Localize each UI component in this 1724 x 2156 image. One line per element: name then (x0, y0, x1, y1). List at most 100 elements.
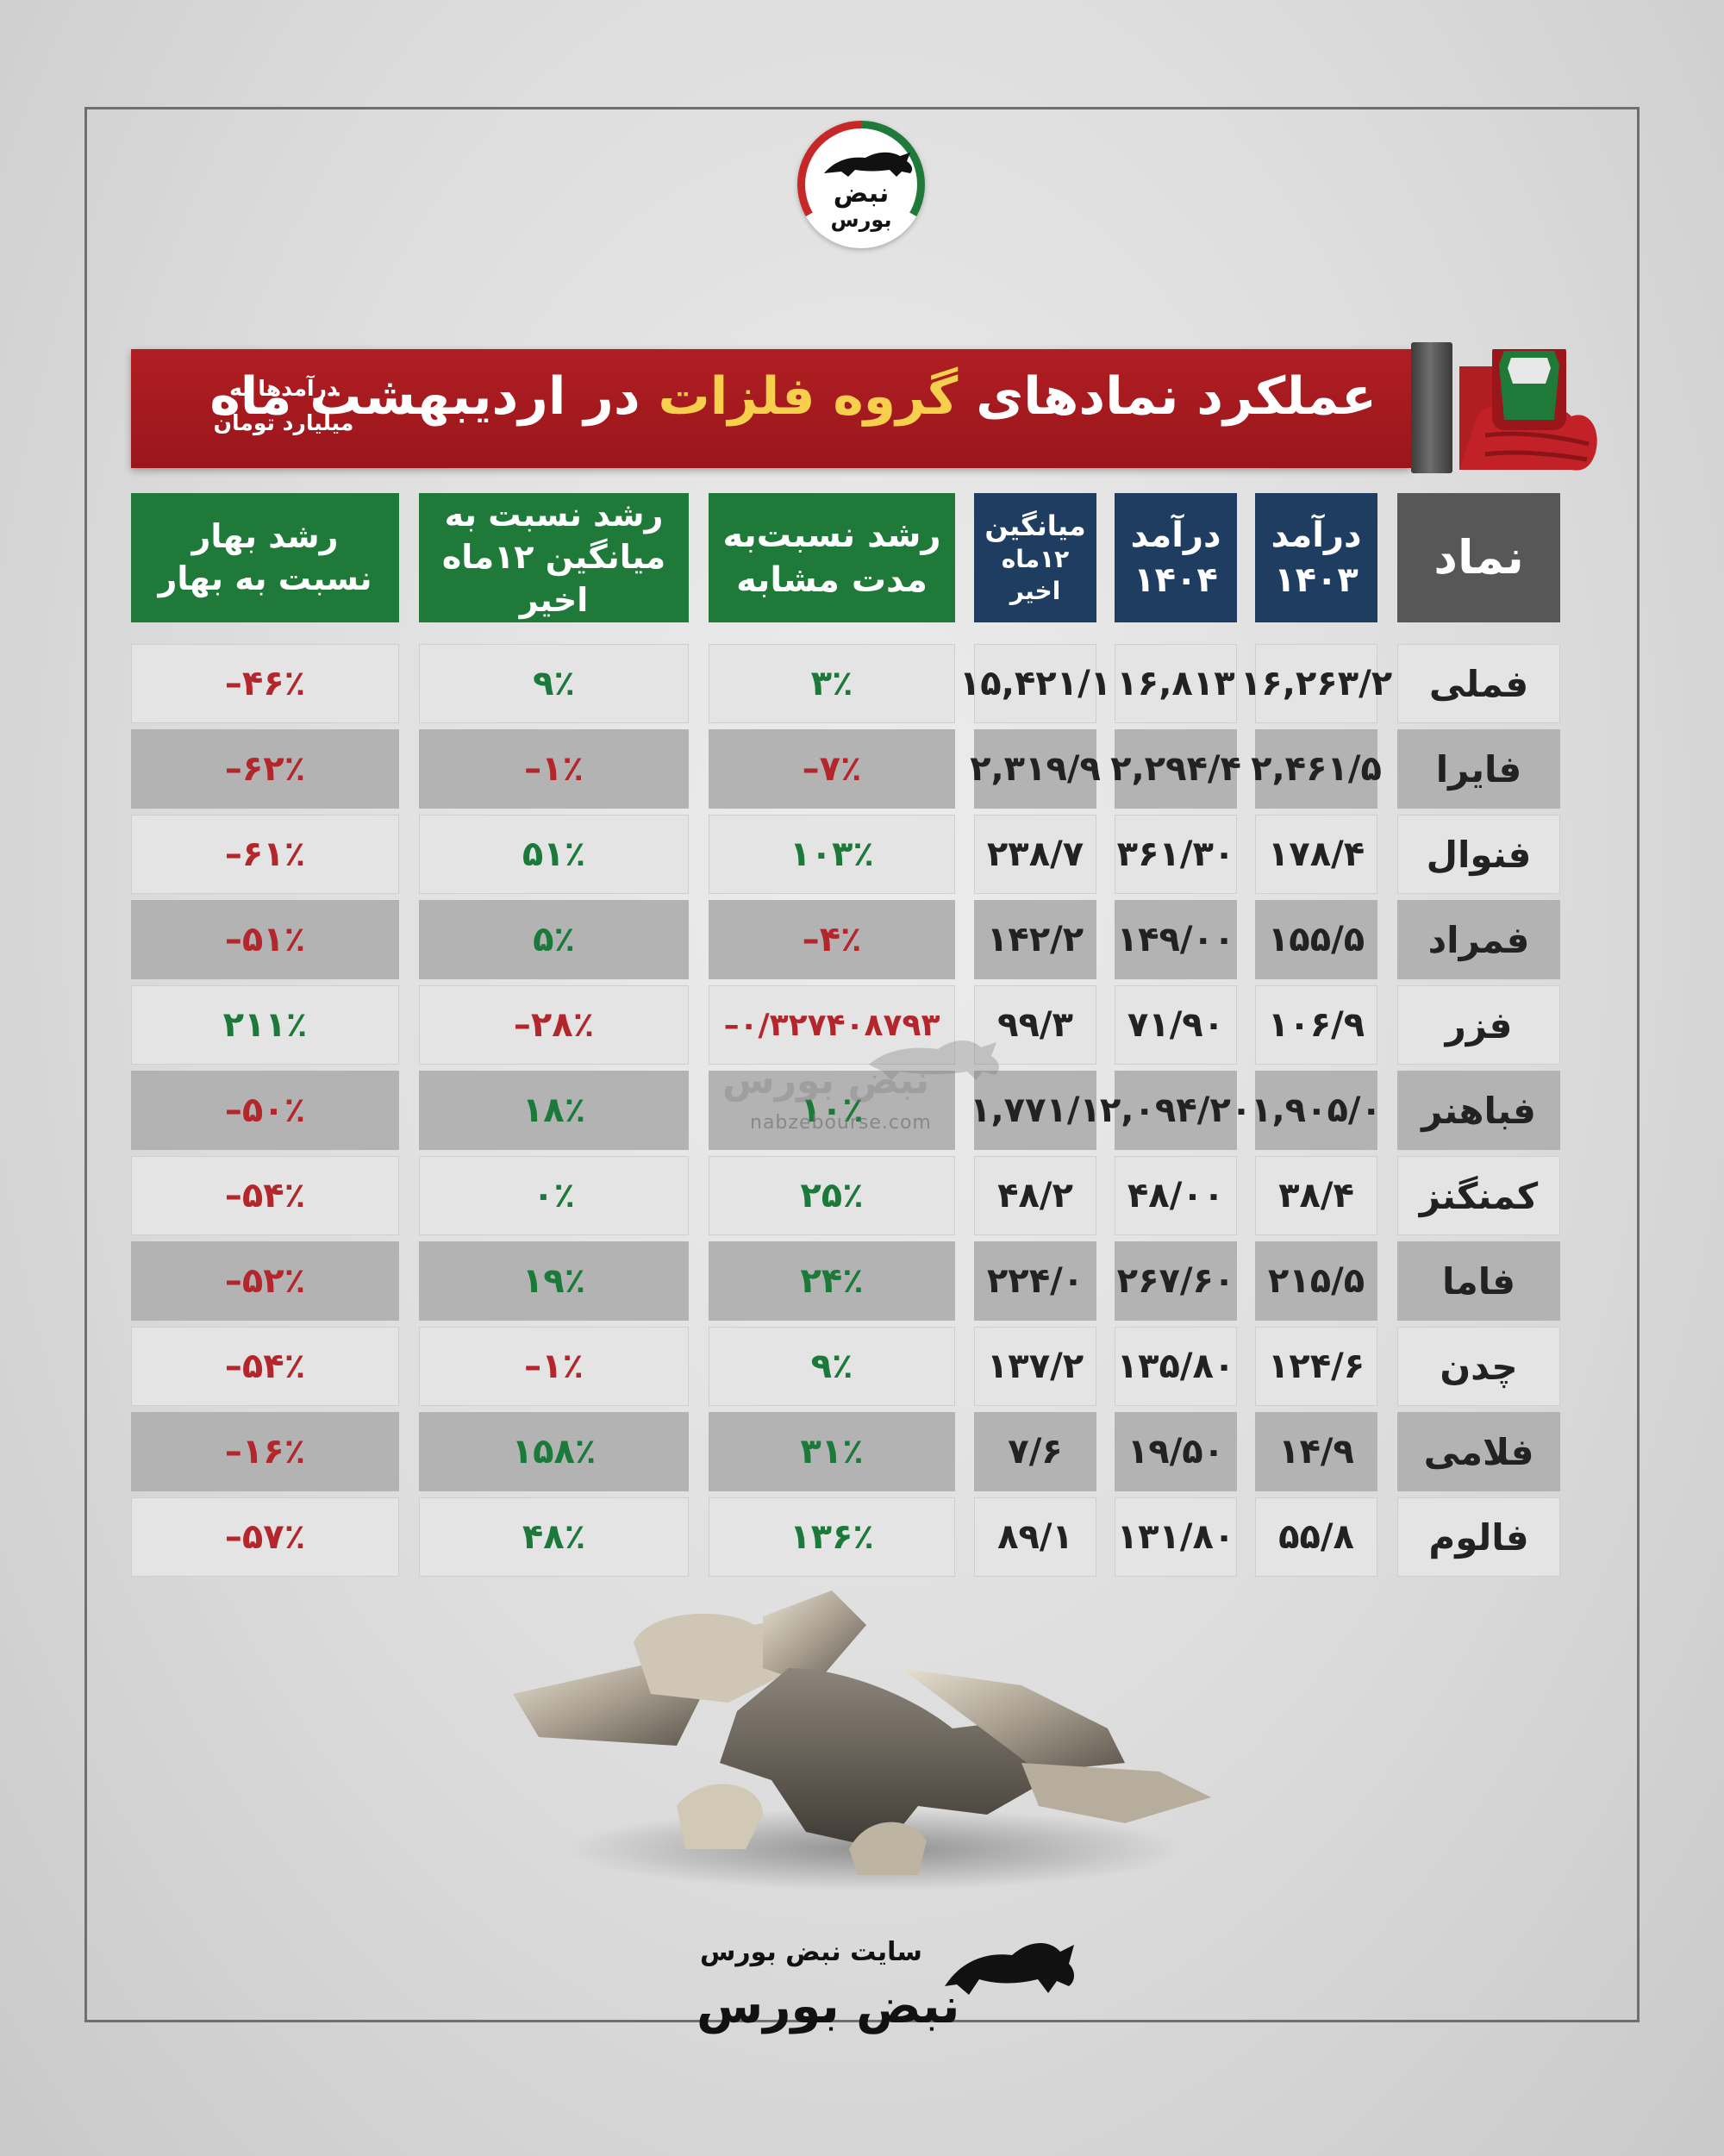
symbol-cell: فمراد (1397, 900, 1560, 979)
symbol-cell: فالوم (1397, 1497, 1560, 1577)
rev1403-cell: ۱۲۴/۶ (1255, 1327, 1377, 1406)
bull-icon (824, 152, 913, 177)
g-avg-cell: ۵٪ (419, 900, 689, 979)
header-revenue-1403: درآمد ۱۴۰۳ (1255, 493, 1377, 622)
g-avg-cell: –۱٪ (419, 729, 689, 809)
g-spring-cell: –۶۲٪ (131, 729, 399, 809)
g-same-cell: ۱۰٪ (709, 1071, 955, 1150)
header-growth-spring: رشد بهار نسبت به بهار (131, 493, 399, 622)
g-spring-cell: –۵۲٪ (131, 1241, 399, 1321)
g-same-cell: ۹٪ (709, 1327, 955, 1406)
unit-note: درآمدها به میلیارد تومان (176, 372, 391, 441)
rev1403-cell: ۳۸/۴ (1255, 1156, 1377, 1235)
header-rev1403-l1: درآمد (1271, 516, 1362, 555)
footer-brand-name: نبض بورس (696, 1978, 960, 2034)
fist-holding-sign-icon (1459, 349, 1597, 471)
g-avg-cell: ۴۸٪ (419, 1497, 689, 1577)
rev1403-cell: ۲۱۵/۵ (1255, 1241, 1377, 1321)
header-symbol-label: نماد (1434, 529, 1524, 584)
header-rev1403-l2: ۱۴۰۳ (1274, 560, 1359, 600)
rev1404-cell: ۷۱/۹۰ (1115, 985, 1237, 1065)
bull-icon (945, 1942, 1074, 1995)
rev1403-cell: ۱۵۵/۵ (1255, 900, 1377, 979)
rev1403-cell: ۱۷۸/۴ (1255, 815, 1377, 894)
logo-line1: نبض (833, 178, 890, 209)
sleeve-cuff (1411, 342, 1452, 473)
watermark-text: نبض بورس (722, 1059, 929, 1103)
g-spring-cell: –۵۷٪ (131, 1497, 399, 1577)
rev1403-cell: ۱,۹۰۵/۰ (1251, 1071, 1382, 1150)
avg-cell: ۴۸/۲ (974, 1156, 1096, 1235)
g-avg-cell: –۱٪ (419, 1327, 689, 1406)
header-avg-l1: میانگین (984, 509, 1086, 542)
page-title: عملکرد نمادهای گروه فلزات در اردیبهشت ما… (209, 366, 1377, 427)
rev1404-cell: ۲۶۷/۶۰ (1115, 1241, 1237, 1321)
rev1404-cell: ۱۴۹/۰۰ (1115, 900, 1237, 979)
content-frame (84, 107, 1640, 2022)
symbol-cell: فباهنر (1397, 1071, 1560, 1150)
g-avg-cell: ۱۹٪ (419, 1241, 689, 1321)
header-gsame-l2: مدت مشابه (736, 560, 928, 600)
g-same-cell: ۱۰۳٪ (709, 815, 955, 894)
g-spring-cell: –۵۴٪ (131, 1156, 399, 1235)
symbol-cell: فاما (1397, 1241, 1560, 1321)
g-spring-cell: –۶۱٪ (131, 815, 399, 894)
symbol-cell: فزر (1397, 985, 1560, 1065)
g-spring-cell: –۱۶٪ (131, 1412, 399, 1491)
g-avg-cell: ۹٪ (419, 644, 689, 723)
g-same-cell: ۳۱٪ (709, 1412, 955, 1491)
rev1404-cell: ۱۳۵/۸۰ (1115, 1327, 1237, 1406)
unit-note-line1: درآمدها به (229, 376, 338, 401)
avg-cell: ۲۲۴/۰ (974, 1241, 1096, 1321)
title-banner: عملکرد نمادهای گروه فلزات در اردیبهشت ما… (131, 349, 1411, 468)
header-gspring-l1: رشد بهار (191, 516, 339, 555)
g-same-cell: ۲۴٪ (709, 1241, 955, 1321)
rev1403-cell: ۱۴/۹ (1255, 1412, 1377, 1491)
rev1404-cell: ۱۶,۸۱۳ (1115, 644, 1237, 723)
header-gavg-l2: میانگین ۱۲ماه اخیر (441, 538, 666, 619)
avg-cell: ۲,۳۱۹/۹ (970, 729, 1101, 809)
symbol-cell: فلامی (1397, 1412, 1560, 1491)
avg-cell: ۷/۶ (974, 1412, 1096, 1491)
rev1404-cell: ۲,۲۹۴/۴ (1110, 729, 1241, 809)
rev1403-cell: ۵۵/۸ (1255, 1497, 1377, 1577)
header-gavg-l1: رشد نسبت به (444, 495, 664, 534)
header-rev1404-l2: ۱۴۰۴ (1134, 560, 1218, 600)
g-same-cell: ۲۵٪ (709, 1156, 955, 1235)
avg-cell: ۱۴۲/۲ (974, 900, 1096, 979)
g-avg-cell: ۱۵۸٪ (419, 1412, 689, 1491)
header-gspring-l2: نسبت به بهار (158, 559, 372, 597)
g-avg-cell: –۲۸٪ (419, 985, 689, 1065)
metal-scraps-image (513, 1590, 1211, 1890)
symbol-cell: فملی (1397, 644, 1560, 723)
g-spring-cell: –۵۱٪ (131, 900, 399, 979)
symbol-cell: کمنگنز (1397, 1156, 1560, 1235)
g-same-cell: –۰/۳۲۷۴۰۸۷۹۳ (709, 985, 955, 1065)
symbol-cell: فنوال (1397, 815, 1560, 894)
g-spring-cell: –۴۶٪ (131, 644, 399, 723)
avg-cell: ۱۳۷/۲ (974, 1327, 1096, 1406)
g-same-cell: ۱۳۶٪ (709, 1497, 955, 1577)
avg-cell: ۱,۷۷۱/۱ (970, 1071, 1101, 1150)
header-growth-vs-average: رشد نسبت به میانگین ۱۲ماه اخیر (419, 493, 689, 622)
header-average-12m: میانگین ۱۲ماه اخیر (974, 493, 1096, 622)
header-rev1404-l1: درآمد (1130, 516, 1221, 555)
header-gsame-l1: رشد نسبت‌به (722, 516, 941, 555)
title-highlight: گروه فلزات (658, 366, 959, 427)
watermark-url: nabzebourse.com (750, 1112, 932, 1134)
g-avg-cell: ۱۸٪ (419, 1071, 689, 1150)
g-same-cell: –۴٪ (709, 900, 955, 979)
g-spring-cell: –۵۰٪ (131, 1071, 399, 1150)
avg-cell: ۸۹/۱ (974, 1497, 1096, 1577)
g-same-cell: –۷٪ (709, 729, 955, 809)
rev1404-cell: ۱۳۱/۸۰ (1115, 1497, 1237, 1577)
brand-logo: نبض بورس (797, 121, 925, 248)
rev1404-cell: ۲,۰۹۴/۲۰ (1100, 1071, 1252, 1150)
unit-note-line2: میلیارد تومان (213, 410, 354, 435)
header-avg-l2: ۱۲ماه اخیر (1001, 545, 1070, 605)
symbol-cell: فایرا (1397, 729, 1560, 809)
rev1404-cell: ۳۶۱/۳۰ (1115, 815, 1237, 894)
title-part2: در اردیبهشت ماه (209, 366, 640, 427)
header-symbol: نماد (1397, 493, 1560, 622)
g-avg-cell: ۵۱٪ (419, 815, 689, 894)
